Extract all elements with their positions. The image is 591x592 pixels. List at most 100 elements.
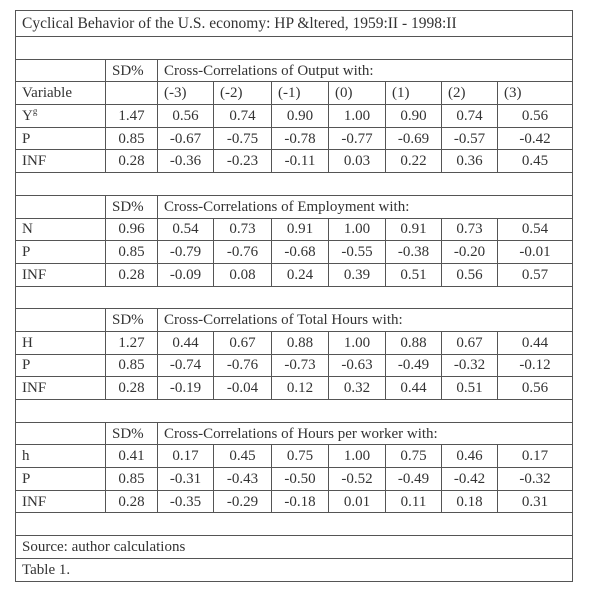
correlation-value: -0.43 xyxy=(213,467,272,491)
table-row: N 0.96 0.54 0.73 0.91 1.00 0.91 0.73 0.54 xyxy=(15,217,574,242)
sd-value: 1.27 xyxy=(105,330,158,355)
table-row: P 0.85 -0.67 -0.75 -0.78 -0.77 -0.69 -0.57 -0.42 xyxy=(15,126,574,151)
table-row: SD% Cross-Correlations of Output with: xyxy=(15,58,574,83)
correlation-value: -0.63 xyxy=(328,353,386,378)
correlation-value: -0.09 xyxy=(157,262,214,287)
table-row: Table 1. xyxy=(14,557,574,582)
correlation-value: 0.45 xyxy=(496,149,574,174)
table-row xyxy=(14,172,574,196)
table-row xyxy=(14,36,574,60)
section-heading: Cross-Correlations of Output with: xyxy=(156,58,574,83)
correlation-value: 0.44 xyxy=(157,330,214,355)
correlation-value: 0.73 xyxy=(213,217,272,242)
variable-label: INF xyxy=(22,380,47,397)
correlation-value: 0.88 xyxy=(271,330,329,355)
sd-value: 0.85 xyxy=(105,353,158,378)
variable-name: h xyxy=(15,444,106,469)
table-row: P 0.85 -0.31 -0.43 -0.50 -0.52 -0.49 -0.42 -0.32 xyxy=(15,467,574,491)
correlation-value: 0.24 xyxy=(271,262,329,287)
sd-value: 0.28 xyxy=(105,262,158,287)
correlation-value: 0.75 xyxy=(271,444,329,469)
correlation-value: -0.23 xyxy=(213,149,272,174)
correlation-value: 0.18 xyxy=(441,489,498,514)
correlation-value: 0.74 xyxy=(441,104,498,128)
correlation-value: 0.46 xyxy=(441,444,498,469)
correlation-value: 0.44 xyxy=(496,330,574,355)
table-row: P 0.85 -0.74 -0.76 -0.73 -0.63 -0.49 -0.32 -0.12 xyxy=(15,353,574,378)
table-row: Cyclical Behavior of the U.S. economy: H… xyxy=(14,10,574,37)
correlation-value: 0.01 xyxy=(328,489,386,514)
section-heading: Cross-Correlations of Employment with: xyxy=(156,194,574,219)
blank-cell xyxy=(14,285,574,310)
empty-cell xyxy=(15,421,106,446)
correlation-value: 0.57 xyxy=(496,262,574,287)
correlation-value: -0.68 xyxy=(271,240,329,264)
correlation-value: -0.79 xyxy=(157,240,214,264)
lag-header: (3) xyxy=(496,81,574,106)
correlation-value: 0.90 xyxy=(271,104,329,128)
variable-label: P xyxy=(22,470,31,487)
variable-name: INF xyxy=(15,489,106,514)
table-row xyxy=(14,399,574,423)
correlation-value: -0.57 xyxy=(441,126,498,151)
sd-value: 0.28 xyxy=(105,149,158,174)
correlation-value: -0.19 xyxy=(157,376,214,400)
table-row: H 1.27 0.44 0.67 0.88 1.00 0.88 0.67 0.44 xyxy=(15,330,574,355)
correlation-value: 0.56 xyxy=(496,376,574,400)
correlation-value: -0.78 xyxy=(271,126,329,151)
section-heading: Cross-Correlations of Hours per worker w… xyxy=(156,421,574,446)
sd-header: SD% xyxy=(105,194,158,219)
table-row: INF 0.28 -0.09 0.08 0.24 0.39 0.51 0.56 0.57 xyxy=(15,262,574,287)
table-row: SD% Cross-Correlations of Total Hours wit… xyxy=(15,308,574,332)
variable-name: INF xyxy=(15,376,106,400)
correlation-value: -0.42 xyxy=(441,467,498,491)
correlation-value: 0.51 xyxy=(441,376,498,400)
correlation-value: 0.67 xyxy=(441,330,498,355)
lag-header: (0) xyxy=(328,81,386,106)
correlation-value: -0.55 xyxy=(328,240,386,264)
variable-name: P xyxy=(15,126,106,151)
table-row: SD% Cross-Correlations of Hours per worke… xyxy=(15,421,574,446)
correlation-value: 1.00 xyxy=(328,330,386,355)
correlation-value: -0.18 xyxy=(271,489,329,514)
correlation-value: -0.32 xyxy=(441,353,498,378)
table-row: h 0.41 0.17 0.45 0.75 1.00 0.75 0.46 0.17 xyxy=(15,444,574,469)
empty-cell xyxy=(15,308,106,332)
correlation-value: -0.32 xyxy=(496,467,574,491)
correlation-value: -0.69 xyxy=(385,126,442,151)
variable-name: N xyxy=(15,217,106,242)
lag-header: (2) xyxy=(441,81,498,106)
table-caption: Table 1. xyxy=(14,557,574,582)
correlation-value: 0.75 xyxy=(385,444,442,469)
correlation-value: -0.01 xyxy=(496,240,574,264)
table-row: INF 0.28 -0.19 -0.04 0.12 0.32 0.44 0.51 0.56 xyxy=(15,376,574,400)
sd-value: 0.41 xyxy=(105,444,158,469)
blank-cell xyxy=(14,512,574,537)
correlation-value: 1.00 xyxy=(328,217,386,242)
sd-header: SD% xyxy=(105,308,158,332)
variable-label: N xyxy=(22,221,33,238)
lag-header: (-3) xyxy=(157,81,214,106)
correlation-value: -0.74 xyxy=(157,353,214,378)
empty-cell xyxy=(15,194,106,219)
variable-name: H xyxy=(15,330,106,355)
correlation-value: -0.36 xyxy=(157,149,214,174)
table-row xyxy=(14,285,574,310)
table-row: Source: author calculations xyxy=(14,535,574,559)
correlation-value: -0.38 xyxy=(385,240,442,264)
correlation-value: -0.77 xyxy=(328,126,386,151)
variable-name: P xyxy=(15,467,106,491)
sd-value: 0.85 xyxy=(105,467,158,491)
variable-header: Variable xyxy=(15,81,106,106)
correlation-value: 0.17 xyxy=(496,444,574,469)
blank-cell xyxy=(14,36,574,60)
correlation-value: -0.50 xyxy=(271,467,329,491)
lag-header: (-2) xyxy=(213,81,272,106)
correlation-value: 0.22 xyxy=(385,149,442,174)
table-row: INF 0.28 -0.36 -0.23 -0.11 0.03 0.22 0.36 0.45 xyxy=(15,149,574,174)
empty-cell xyxy=(105,81,158,106)
correlation-value: 1.00 xyxy=(328,104,386,128)
variable-label: P xyxy=(22,357,31,374)
correlation-value: -0.11 xyxy=(271,149,329,174)
